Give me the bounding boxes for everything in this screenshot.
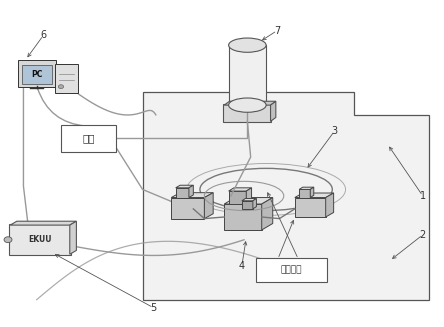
Polygon shape: [229, 188, 252, 191]
Polygon shape: [224, 204, 262, 230]
Polygon shape: [224, 198, 273, 204]
Circle shape: [4, 237, 12, 243]
Text: EKUU: EKUU: [28, 235, 52, 244]
Polygon shape: [299, 189, 310, 198]
Text: 5: 5: [151, 303, 157, 313]
Polygon shape: [262, 198, 273, 230]
Ellipse shape: [229, 38, 266, 52]
Text: 测试仪表: 测试仪表: [281, 265, 302, 274]
Text: 气源: 气源: [82, 133, 95, 143]
FancyBboxPatch shape: [18, 60, 56, 87]
Polygon shape: [189, 185, 193, 198]
Polygon shape: [310, 187, 314, 198]
Polygon shape: [204, 193, 213, 219]
Polygon shape: [326, 193, 333, 217]
Polygon shape: [246, 188, 252, 204]
Polygon shape: [270, 101, 276, 121]
Polygon shape: [229, 191, 246, 204]
Polygon shape: [295, 193, 333, 198]
Polygon shape: [299, 187, 314, 189]
Ellipse shape: [229, 98, 266, 112]
Text: 4: 4: [239, 261, 245, 271]
Polygon shape: [176, 185, 193, 188]
Polygon shape: [171, 198, 204, 219]
Text: PC: PC: [31, 70, 42, 79]
Polygon shape: [253, 198, 257, 209]
Polygon shape: [242, 201, 253, 209]
Text: 1: 1: [420, 191, 426, 201]
Polygon shape: [10, 221, 76, 225]
Text: 7: 7: [274, 26, 280, 36]
FancyBboxPatch shape: [9, 224, 71, 255]
Polygon shape: [171, 193, 213, 198]
FancyBboxPatch shape: [61, 125, 116, 152]
Polygon shape: [242, 198, 257, 201]
Polygon shape: [295, 198, 326, 217]
FancyBboxPatch shape: [55, 64, 78, 93]
Polygon shape: [70, 221, 76, 254]
Text: 3: 3: [332, 126, 337, 136]
Polygon shape: [143, 92, 429, 300]
Polygon shape: [176, 188, 189, 198]
Polygon shape: [224, 101, 276, 105]
FancyBboxPatch shape: [223, 105, 271, 122]
Text: 6: 6: [40, 30, 46, 41]
FancyBboxPatch shape: [22, 65, 52, 84]
FancyBboxPatch shape: [256, 258, 328, 282]
Text: 2: 2: [420, 230, 426, 240]
FancyBboxPatch shape: [229, 45, 266, 105]
Circle shape: [58, 85, 63, 89]
